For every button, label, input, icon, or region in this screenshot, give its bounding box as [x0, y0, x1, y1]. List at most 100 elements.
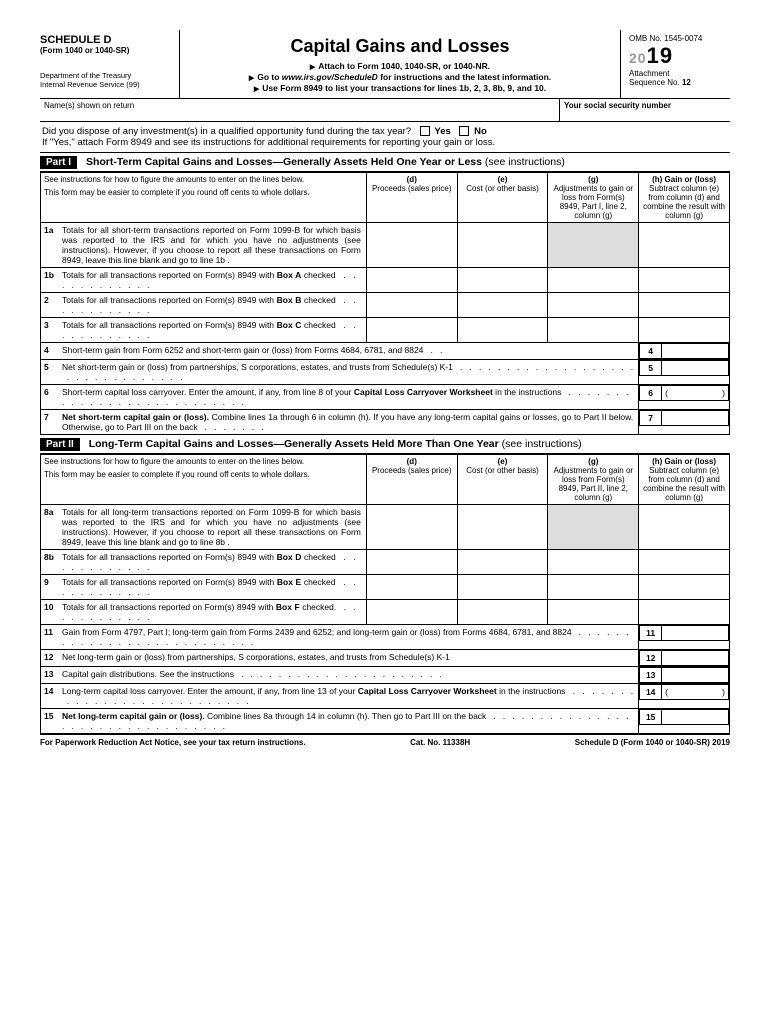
- line-4-amount[interactable]: [662, 344, 729, 359]
- line-2-e[interactable]: [457, 293, 548, 318]
- instruction-3: Use Form 8949 to list your transactions …: [188, 83, 612, 93]
- header-left: SCHEDULE D (Form 1040 or 1040-SR) Depart…: [40, 30, 180, 98]
- line-9: 9Totals for all transactions reported on…: [41, 575, 730, 600]
- line-1a-h[interactable]: [639, 223, 730, 268]
- line-1a: 1aTotals for all short-term transactions…: [41, 223, 730, 268]
- line-8a-g: [548, 505, 639, 550]
- col-h-header-2: (h) Gain or (loss)Subtract column (e) fr…: [639, 455, 730, 505]
- line-8b-e[interactable]: [457, 550, 548, 575]
- line-12: 12Net long-term gain or (loss) from part…: [41, 650, 730, 667]
- line-10-e[interactable]: [457, 600, 548, 625]
- line-3: 3Totals for all transactions reported on…: [41, 318, 730, 343]
- line-2-h[interactable]: [639, 293, 730, 318]
- line-6-amount[interactable]: (): [662, 386, 729, 401]
- col-d-header-2: (d)Proceeds (sales price): [366, 455, 457, 505]
- question-text: Did you dispose of any investment(s) in …: [42, 126, 411, 137]
- line-9-g[interactable]: [548, 575, 639, 600]
- line-10-d[interactable]: [366, 600, 457, 625]
- form-header: SCHEDULE D (Form 1040 or 1040-SR) Depart…: [40, 30, 730, 99]
- schedule-label: SCHEDULE D: [40, 34, 173, 46]
- footer-left: For Paperwork Reduction Act Notice, see …: [40, 738, 306, 747]
- line-1b-g[interactable]: [548, 268, 639, 293]
- sequence-number: Sequence No. 12: [629, 78, 726, 87]
- line-3-g[interactable]: [548, 318, 639, 343]
- name-field[interactable]: Name(s) shown on return: [40, 99, 560, 121]
- part-1-title: Short-Term Capital Gains and Losses—Gene…: [86, 156, 482, 168]
- line-1a-d[interactable]: [366, 223, 457, 268]
- part-1-table: See instructions for how to figure the a…: [40, 172, 730, 435]
- line-8a-h[interactable]: [639, 505, 730, 550]
- line-3-d[interactable]: [366, 318, 457, 343]
- line-3-h[interactable]: [639, 318, 730, 343]
- line-13: 13Capital gain distributions. See the in…: [41, 667, 730, 684]
- header-right: OMB No. 1545-0074 2019 Attachment Sequen…: [620, 30, 730, 98]
- line-7-amount[interactable]: [662, 411, 729, 426]
- line-11-amount[interactable]: [662, 626, 729, 641]
- col-instructions: See instructions for how to figure the a…: [41, 173, 367, 223]
- line-8b: 8bTotals for all transactions reported o…: [41, 550, 730, 575]
- line-7: 7Net short-term capital gain or (loss). …: [41, 410, 730, 435]
- line-1b-h[interactable]: [639, 268, 730, 293]
- line-14-amount[interactable]: (): [662, 685, 729, 700]
- col-e-header-2: (e)Cost (or other basis): [457, 455, 548, 505]
- line-15: 15Net long-term capital gain or (loss). …: [41, 709, 730, 734]
- line-8b-g[interactable]: [548, 550, 639, 575]
- tax-year: 2019: [629, 43, 726, 69]
- part-1-header: Part I Short-Term Capital Gains and Loss…: [40, 153, 730, 172]
- page-footer: For Paperwork Reduction Act Notice, see …: [40, 734, 730, 747]
- line-2-d[interactable]: [366, 293, 457, 318]
- col-h-header: (h) Gain or (loss)Subtract column (e) fr…: [639, 173, 730, 223]
- line-2: 2Totals for all transactions reported on…: [41, 293, 730, 318]
- line-8b-h[interactable]: [639, 550, 730, 575]
- part-1-badge: Part I: [40, 156, 77, 169]
- line-3-e[interactable]: [457, 318, 548, 343]
- line-10-h[interactable]: [639, 600, 730, 625]
- line-8b-d[interactable]: [366, 550, 457, 575]
- part-2-table: See instructions for how to figure the a…: [40, 454, 730, 734]
- omb-number: OMB No. 1545-0074: [629, 34, 726, 43]
- line-1b: 1bTotals for all transactions reported o…: [41, 268, 730, 293]
- line-9-d[interactable]: [366, 575, 457, 600]
- part-2-header: Part II Long-Term Capital Gains and Loss…: [40, 435, 730, 454]
- line-11: 11Gain from Form 4797, Part I; long-term…: [41, 625, 730, 650]
- line-10-g[interactable]: [548, 600, 639, 625]
- ssn-field[interactable]: Your social security number: [560, 99, 730, 121]
- col-d-header: (d)Proceeds (sales price): [366, 173, 457, 223]
- line-8a-d[interactable]: [366, 505, 457, 550]
- part-2-badge: Part II: [40, 438, 80, 451]
- instruction-2: Go to www.irs.gov/ScheduleD for instruct…: [188, 72, 612, 82]
- opportunity-fund-question: Did you dispose of any investment(s) in …: [40, 122, 730, 153]
- line-1a-e[interactable]: [457, 223, 548, 268]
- line-4: 4Short-term gain from Form 6252 and shor…: [41, 343, 730, 360]
- col-instructions-2: See instructions for how to figure the a…: [41, 455, 367, 505]
- footer-center: Cat. No. 11338H: [410, 738, 470, 747]
- line-8a: 8aTotals for all long-term transactions …: [41, 505, 730, 550]
- line-15-amount[interactable]: [662, 710, 729, 725]
- instruction-1: Attach to Form 1040, 1040-SR, or 1040-NR…: [188, 61, 612, 71]
- checkbox-yes[interactable]: [420, 126, 430, 136]
- col-g-header-2: (g)Adjustments to gain or loss from Form…: [548, 455, 639, 505]
- dept-line-2: Internal Revenue Service (99): [40, 80, 173, 89]
- line-13-amount[interactable]: [662, 668, 729, 683]
- col-e-header: (e)Cost (or other basis): [457, 173, 548, 223]
- dept-line-1: Department of the Treasury: [40, 71, 173, 80]
- part-2-note: (see instructions): [502, 438, 582, 450]
- part-2-title: Long-Term Capital Gains and Losses—Gener…: [89, 438, 499, 450]
- line-5-amount[interactable]: [662, 361, 729, 376]
- footer-right: Schedule D (Form 1040 or 1040-SR) 2019: [575, 738, 730, 747]
- line-9-h[interactable]: [639, 575, 730, 600]
- form-title: Capital Gains and Losses: [188, 36, 612, 57]
- line-1b-e[interactable]: [457, 268, 548, 293]
- line-1b-d[interactable]: [366, 268, 457, 293]
- line-8a-e[interactable]: [457, 505, 548, 550]
- header-center: Capital Gains and Losses Attach to Form …: [180, 30, 620, 98]
- line-10: 10Totals for all transactions reported o…: [41, 600, 730, 625]
- line-2-g[interactable]: [548, 293, 639, 318]
- line-12-amount[interactable]: [662, 651, 729, 666]
- line-1a-g: [548, 223, 639, 268]
- line-5: 5Net short-term gain or (loss) from part…: [41, 360, 730, 385]
- name-ssn-row: Name(s) shown on return Your social secu…: [40, 99, 730, 122]
- line-9-e[interactable]: [457, 575, 548, 600]
- checkbox-no[interactable]: [459, 126, 469, 136]
- attachment-label: Attachment: [629, 69, 726, 78]
